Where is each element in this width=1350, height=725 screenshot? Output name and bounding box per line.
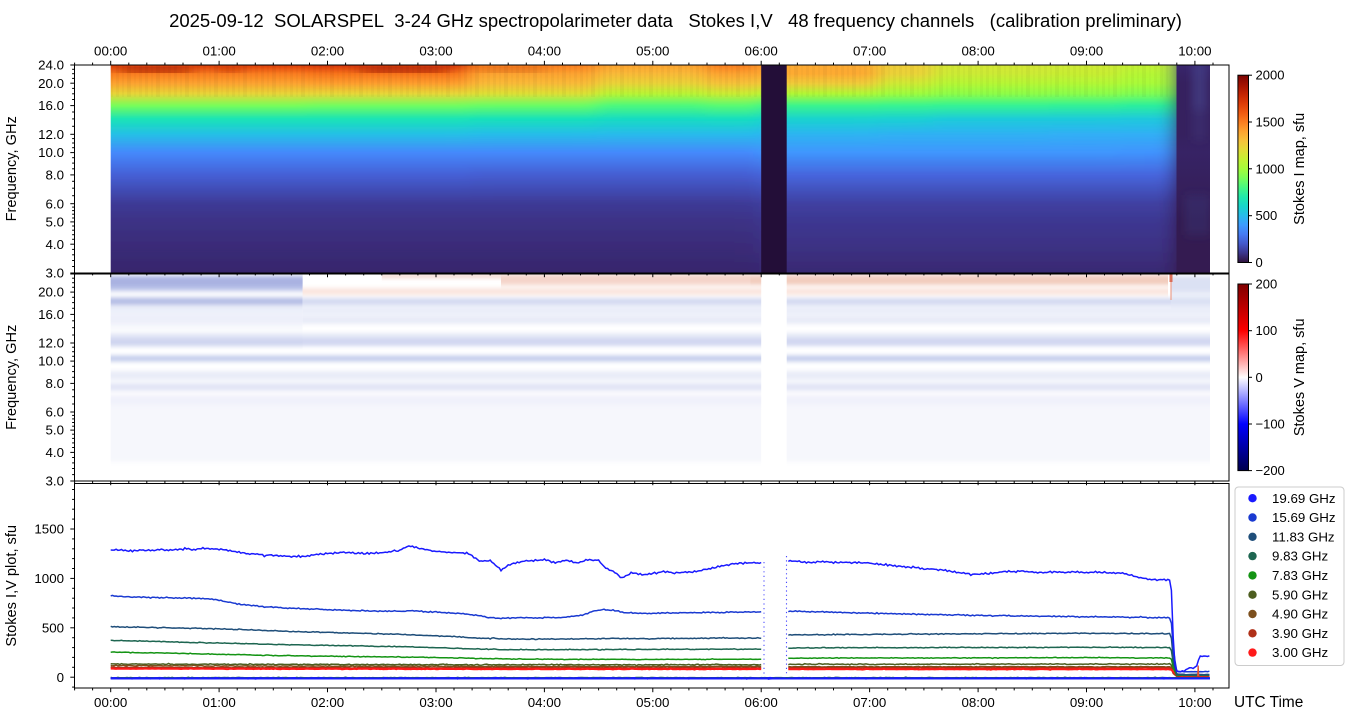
svg-text:3.0: 3.0 bbox=[46, 474, 65, 489]
svg-text:12.0: 12.0 bbox=[38, 127, 64, 142]
svg-text:100: 100 bbox=[1256, 323, 1278, 338]
svg-text:0: 0 bbox=[57, 670, 64, 685]
svg-text:−100: −100 bbox=[1256, 417, 1285, 432]
svg-text:1000: 1000 bbox=[34, 571, 64, 586]
svg-text:0: 0 bbox=[1256, 255, 1263, 270]
svg-text:Stokes I map, sfu: Stokes I map, sfu bbox=[1292, 113, 1308, 225]
svg-text:07:00: 07:00 bbox=[853, 44, 886, 59]
svg-text:500: 500 bbox=[1256, 208, 1278, 223]
svg-text:08:00: 08:00 bbox=[961, 44, 994, 59]
svg-text:3.90 GHz: 3.90 GHz bbox=[1272, 626, 1328, 641]
svg-text:24.0: 24.0 bbox=[38, 58, 64, 73]
svg-text:16.0: 16.0 bbox=[38, 98, 64, 113]
svg-text:20.0: 20.0 bbox=[38, 285, 64, 300]
svg-text:500: 500 bbox=[42, 620, 64, 635]
svg-text:1500: 1500 bbox=[34, 522, 64, 537]
svg-text:00:00: 00:00 bbox=[94, 695, 127, 710]
svg-text:5.90 GHz: 5.90 GHz bbox=[1272, 587, 1328, 602]
svg-text:Stokes V map, sfu: Stokes V map, sfu bbox=[1292, 318, 1308, 436]
svg-text:5.0: 5.0 bbox=[46, 423, 65, 438]
svg-text:1000: 1000 bbox=[1256, 161, 1285, 176]
svg-text:04:00: 04:00 bbox=[528, 44, 561, 59]
svg-text:Frequency, GHz: Frequency, GHz bbox=[4, 116, 20, 221]
svg-text:4.0: 4.0 bbox=[46, 237, 65, 252]
svg-text:4.0: 4.0 bbox=[46, 445, 65, 460]
svg-text:19.69 GHz: 19.69 GHz bbox=[1272, 491, 1336, 506]
svg-text:12.0: 12.0 bbox=[38, 336, 64, 351]
svg-text:10.0: 10.0 bbox=[38, 145, 64, 160]
svg-text:02:00: 02:00 bbox=[311, 44, 344, 59]
svg-text:3.00 GHz: 3.00 GHz bbox=[1272, 645, 1328, 660]
svg-text:11.83 GHz: 11.83 GHz bbox=[1272, 529, 1335, 544]
svg-text:10:00: 10:00 bbox=[1178, 695, 1211, 710]
svg-text:01:00: 01:00 bbox=[202, 44, 235, 59]
svg-text:16.0: 16.0 bbox=[38, 307, 64, 322]
svg-text:07:00: 07:00 bbox=[853, 695, 886, 710]
svg-text:10:00: 10:00 bbox=[1178, 44, 1211, 59]
svg-text:03:00: 03:00 bbox=[419, 695, 452, 710]
svg-text:Stokes I,V plot, sfu: Stokes I,V plot, sfu bbox=[4, 525, 20, 647]
svg-text:08:00: 08:00 bbox=[961, 695, 994, 710]
svg-text:05:00: 05:00 bbox=[636, 695, 669, 710]
svg-text:06:00: 06:00 bbox=[745, 44, 778, 59]
svg-text:UTC Time: UTC Time bbox=[1234, 694, 1303, 711]
svg-text:10.0: 10.0 bbox=[38, 354, 64, 369]
svg-text:09:00: 09:00 bbox=[1070, 44, 1103, 59]
svg-text:Frequency, GHz: Frequency, GHz bbox=[4, 325, 20, 430]
svg-text:3.0: 3.0 bbox=[46, 266, 65, 281]
svg-text:8.0: 8.0 bbox=[46, 376, 65, 391]
svg-text:20.0: 20.0 bbox=[38, 76, 64, 91]
svg-text:6.0: 6.0 bbox=[46, 405, 65, 420]
svg-text:4.90 GHz: 4.90 GHz bbox=[1272, 607, 1328, 622]
svg-text:02:00: 02:00 bbox=[311, 695, 344, 710]
svg-text:2000: 2000 bbox=[1256, 68, 1285, 83]
svg-text:0: 0 bbox=[1256, 370, 1263, 385]
svg-text:06:00: 06:00 bbox=[745, 695, 778, 710]
svg-text:7.83 GHz: 7.83 GHz bbox=[1272, 568, 1328, 583]
svg-text:200: 200 bbox=[1256, 277, 1278, 292]
svg-text:01:00: 01:00 bbox=[202, 695, 235, 710]
svg-text:−200: −200 bbox=[1256, 463, 1285, 478]
svg-text:8.0: 8.0 bbox=[46, 168, 65, 183]
svg-text:9.83 GHz: 9.83 GHz bbox=[1272, 549, 1328, 564]
svg-text:2025-09-12 SOLARSPEL 3-24 GH: 2025-09-12 SOLARSPEL 3-24 GHz spectropol… bbox=[169, 10, 1182, 31]
svg-text:04:00: 04:00 bbox=[528, 695, 561, 710]
svg-text:1500: 1500 bbox=[1256, 115, 1285, 130]
svg-text:03:00: 03:00 bbox=[419, 44, 452, 59]
svg-text:15.69 GHz: 15.69 GHz bbox=[1272, 510, 1336, 525]
svg-text:6.0: 6.0 bbox=[46, 196, 65, 211]
svg-text:05:00: 05:00 bbox=[636, 44, 669, 59]
svg-text:5.0: 5.0 bbox=[46, 215, 65, 230]
svg-text:00:00: 00:00 bbox=[94, 44, 127, 59]
svg-text:09:00: 09:00 bbox=[1070, 695, 1103, 710]
